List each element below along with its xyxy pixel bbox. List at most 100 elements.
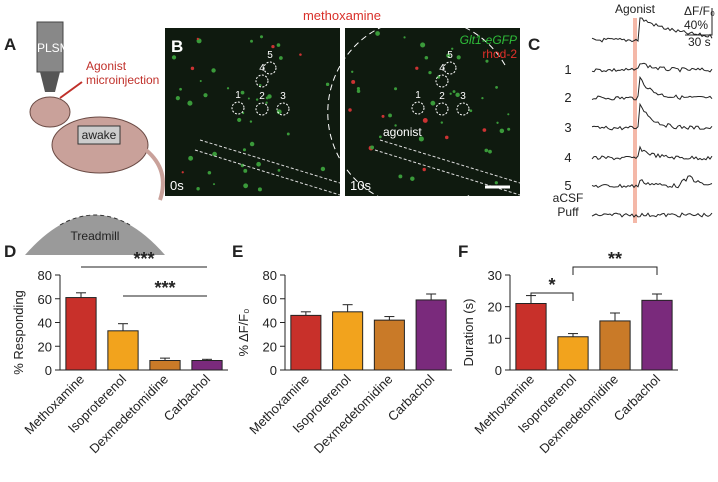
significance-label: * bbox=[548, 275, 555, 295]
roi bbox=[263, 61, 277, 75]
pipette bbox=[59, 81, 83, 99]
cell bbox=[446, 53, 451, 58]
cell bbox=[456, 55, 461, 60]
image-0s bbox=[165, 28, 340, 196]
roi-label: 4 bbox=[439, 63, 445, 74]
cell bbox=[265, 101, 268, 104]
bar bbox=[65, 297, 97, 371]
x-tick-label: Carbachol bbox=[161, 371, 214, 424]
significance-label: ** bbox=[608, 249, 622, 269]
cell bbox=[259, 35, 264, 39]
pipette-outline bbox=[194, 139, 341, 196]
title: methoxamine bbox=[303, 8, 381, 23]
cells bbox=[171, 31, 511, 192]
bar bbox=[599, 320, 631, 371]
label: aCSF bbox=[553, 191, 584, 205]
cell bbox=[243, 168, 248, 173]
trace bbox=[591, 175, 713, 189]
cell bbox=[488, 149, 492, 154]
cell bbox=[187, 100, 193, 106]
trace bbox=[591, 212, 713, 218]
cell bbox=[196, 37, 199, 41]
trace-label: 3 bbox=[564, 120, 571, 135]
mouse-body bbox=[51, 116, 149, 174]
cell bbox=[484, 148, 489, 153]
mouse-tail bbox=[144, 148, 165, 201]
y-tick-label: 20 bbox=[263, 339, 277, 354]
cell bbox=[444, 135, 449, 140]
label: ΔF/F₀ bbox=[684, 4, 715, 18]
cell bbox=[190, 66, 195, 71]
roi bbox=[435, 102, 449, 116]
cell bbox=[211, 68, 216, 73]
cell bbox=[276, 43, 281, 47]
cell bbox=[482, 128, 487, 132]
cell bbox=[449, 92, 452, 95]
cell bbox=[257, 187, 262, 192]
trace bbox=[591, 17, 713, 43]
label: Agonist bbox=[86, 59, 127, 73]
cell bbox=[378, 135, 382, 139]
cell bbox=[455, 92, 460, 98]
roi-label: 2 bbox=[259, 91, 265, 102]
cell bbox=[267, 94, 272, 99]
cell bbox=[507, 127, 511, 131]
cell bbox=[299, 53, 302, 56]
label: Glt1-eGFP bbox=[460, 33, 517, 47]
label: awake bbox=[82, 128, 117, 142]
cell bbox=[250, 39, 253, 43]
cell bbox=[249, 141, 255, 147]
panel-letter: D bbox=[4, 242, 16, 261]
trace bbox=[591, 62, 713, 73]
y-axis-label: Duration (s) bbox=[461, 299, 476, 367]
trace bbox=[591, 102, 713, 131]
cell bbox=[415, 66, 419, 70]
label-box bbox=[77, 125, 121, 145]
y-tick-label: 60 bbox=[263, 292, 277, 307]
cell bbox=[181, 171, 184, 174]
cell bbox=[356, 87, 360, 91]
cell bbox=[199, 79, 202, 83]
roi-label: 5 bbox=[267, 50, 273, 61]
bar bbox=[373, 319, 405, 371]
trace-label: 1 bbox=[564, 62, 571, 77]
cell bbox=[437, 75, 441, 79]
trace-label: 2 bbox=[564, 90, 571, 105]
bar bbox=[149, 360, 181, 371]
cell bbox=[277, 169, 281, 172]
cell bbox=[203, 93, 208, 98]
cell bbox=[481, 96, 484, 100]
cell bbox=[207, 170, 212, 175]
cell bbox=[370, 145, 375, 150]
cell bbox=[494, 181, 498, 185]
agonist-marker bbox=[633, 18, 637, 223]
scale-bar bbox=[685, 8, 713, 36]
cell bbox=[348, 108, 352, 112]
cell bbox=[237, 117, 242, 123]
bar bbox=[415, 299, 447, 371]
roi-label: 3 bbox=[460, 91, 466, 102]
label: agonist bbox=[383, 125, 422, 139]
objective bbox=[40, 72, 60, 92]
cell bbox=[356, 89, 361, 94]
roi-label: 3 bbox=[280, 91, 286, 102]
cell bbox=[496, 121, 499, 124]
cell bbox=[420, 42, 426, 48]
y-tick-label: 80 bbox=[38, 268, 52, 283]
bar bbox=[515, 303, 547, 371]
panel-b: B methoxamine Glt1-eGFP rhod-2 0s 10s ag… bbox=[165, 8, 521, 209]
cell bbox=[451, 47, 454, 50]
roi-label: 1 bbox=[415, 90, 421, 101]
treadmill-arrow bbox=[59, 214, 131, 226]
trace bbox=[591, 145, 713, 161]
roi bbox=[231, 101, 245, 115]
label: 2PLSM bbox=[30, 41, 69, 55]
cell bbox=[259, 83, 262, 87]
cell bbox=[394, 124, 397, 127]
roi bbox=[255, 102, 269, 116]
cell bbox=[212, 151, 217, 157]
roi bbox=[435, 74, 449, 88]
cell bbox=[256, 161, 261, 167]
panel-letter: C bbox=[528, 35, 540, 54]
cell bbox=[485, 59, 489, 63]
